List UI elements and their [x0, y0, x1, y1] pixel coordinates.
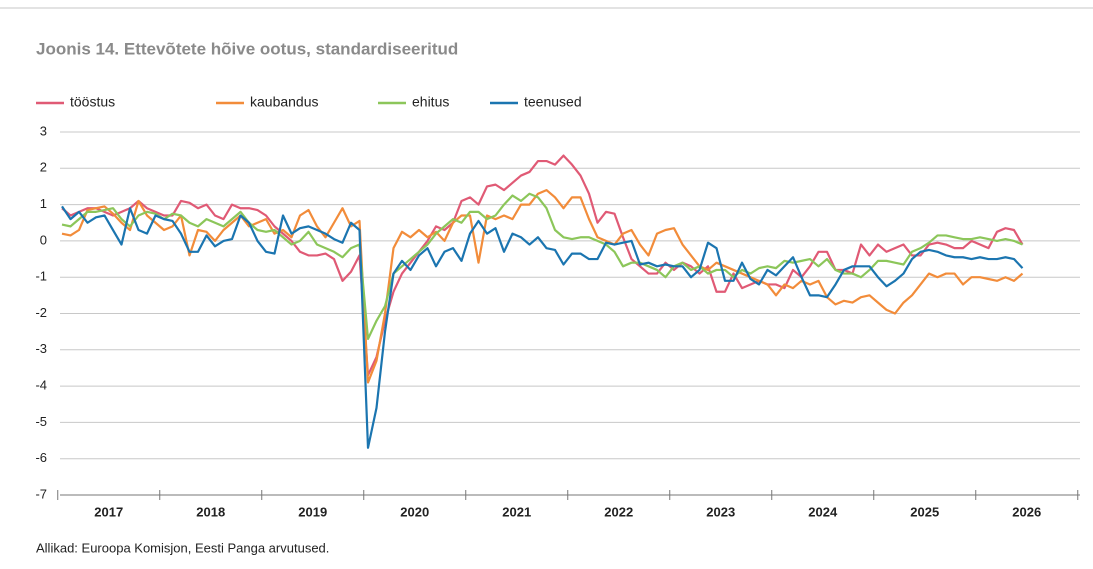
legend-label: tööstus — [70, 94, 115, 110]
x-tick-label: 2017 — [94, 504, 123, 519]
x-tick-label: 2022 — [604, 504, 633, 519]
y-tick-label: 0 — [40, 232, 47, 247]
series-line — [61, 154, 1024, 377]
y-tick-label: -2 — [35, 305, 47, 320]
y-tick-label: 3 — [40, 123, 47, 138]
chart-title: Joonis 14. Ettevõtete hõive ootus, stand… — [36, 39, 458, 58]
y-tick-label: -5 — [35, 414, 47, 429]
x-tick-label: 2021 — [502, 504, 531, 519]
series-line — [61, 188, 1024, 384]
y-tick-label: -7 — [35, 486, 47, 501]
legend-label: teenused — [524, 94, 582, 110]
x-tick-label: 2018 — [196, 504, 225, 519]
legend-label: kaubandus — [250, 94, 319, 110]
series-line — [61, 192, 1023, 341]
y-tick-label: -3 — [35, 341, 47, 356]
x-tick-label: 2020 — [400, 504, 429, 519]
legend-label: ehitus — [412, 94, 449, 110]
x-tick-label: 2026 — [1012, 504, 1041, 519]
y-tick-label: 1 — [40, 196, 47, 211]
y-tick-label: -1 — [35, 269, 47, 284]
y-tick-label: -6 — [35, 450, 47, 465]
y-tick-label: 2 — [40, 160, 47, 175]
source-note: Allikad: Euroopa Komisjon, Eesti Panga a… — [36, 540, 329, 555]
x-tick-label: 2019 — [298, 504, 327, 519]
x-tick-label: 2025 — [910, 504, 939, 519]
x-tick-label: 2024 — [808, 504, 838, 519]
series-line — [61, 205, 1024, 449]
y-tick-label: -4 — [35, 378, 47, 393]
x-tick-label: 2023 — [706, 504, 735, 519]
